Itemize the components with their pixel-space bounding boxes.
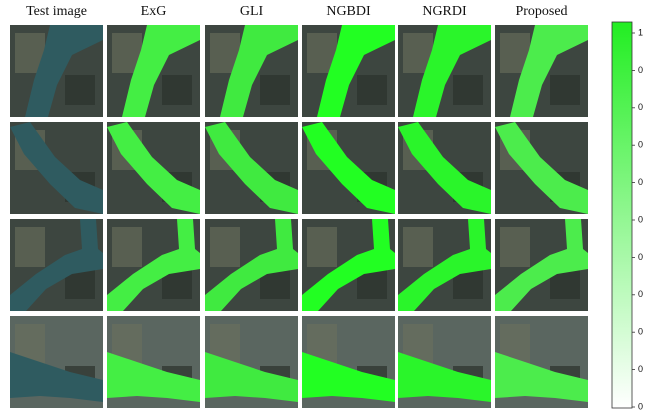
land-patch [65,75,95,105]
image-cell [302,122,395,214]
column-header: NGBDI [326,4,371,19]
land-patch [307,227,337,267]
image-cell [205,219,298,311]
colorbar-tick-label: 0 [638,252,643,262]
image-cell [10,122,103,214]
land-patch [210,227,240,267]
colorbar-tick-label: 0 [638,102,643,112]
image-cell [107,219,200,311]
image-cell [495,219,588,311]
land-patch [162,75,192,105]
colorbar-tick-label: 0 [638,177,643,187]
colorbar-tick-label: 0 [638,364,643,374]
image-cell [398,122,491,214]
land-patch [15,227,45,267]
colorbar-tick-label: 0 [638,289,643,299]
image-cell [10,316,103,408]
land-patch [403,227,433,267]
colorbar-tick-label: 0 [638,327,643,337]
land-patch [500,227,530,267]
colorbar-tick-label: 1 [638,27,643,37]
figure: Test image ExG GLI NGBDI NGRDI Proposed 1 0 0 0 0 0… [0,0,648,412]
column-header: ExG [141,4,167,19]
land-patch [453,75,483,105]
column-header: Proposed [515,4,567,19]
column-header: GLI [240,4,264,19]
image-cell [302,25,395,117]
column-header: NGRDI [422,4,467,19]
image-cell [495,25,588,117]
colorbar-tick-label: 0 [638,214,643,224]
land-patch [357,75,387,105]
land-patch [550,75,580,105]
image-cell [107,316,200,408]
image-cell [398,316,491,408]
image-cell [10,25,103,117]
image-cell [205,122,298,214]
column-header: Test image [26,4,87,19]
image-cell [495,122,588,214]
colorbar-tick-label: 0 [638,140,643,150]
image-cell [398,219,491,311]
image-cell [205,25,298,117]
image-cell [10,219,103,311]
land-patch [112,227,142,267]
colorbar-tick-label: 0 [638,65,643,75]
image-cell [107,25,200,117]
image-cell [302,219,395,311]
image-cell [398,25,491,117]
image-cell [495,316,588,408]
image-cell [205,316,298,408]
land-patch [260,75,290,105]
colorbar-tick-label: 0 [638,401,643,411]
image-cell [302,316,395,408]
image-cell [107,122,200,214]
colorbar [612,22,632,408]
